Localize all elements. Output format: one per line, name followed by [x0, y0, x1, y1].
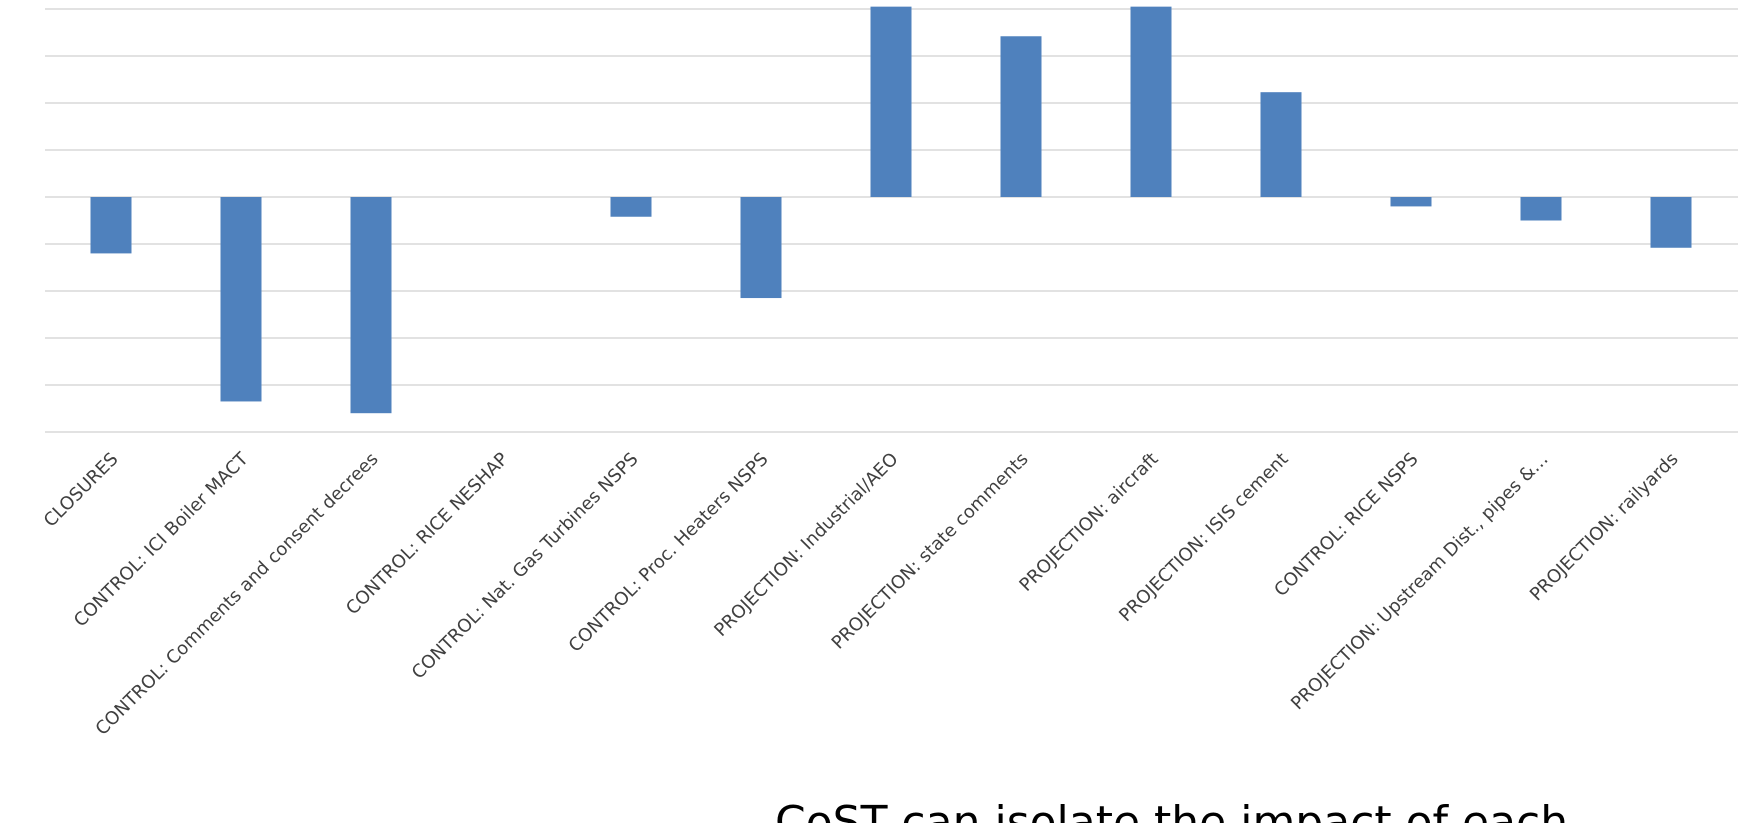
- bar-6: [740, 197, 782, 299]
- category-label-9: PROJECTION: aircraft: [1015, 449, 1162, 596]
- category-label-11: CONTROL: RICE NSPS: [1270, 449, 1422, 601]
- caption-text: CoST can isolate the impact of each: [775, 797, 1568, 823]
- bars: [90, 6, 1692, 414]
- category-label-12: PROJECTION: Upstream Dist., pipes &…: [1287, 449, 1552, 714]
- bar-12: [1520, 197, 1562, 221]
- bar-13: [1650, 197, 1692, 248]
- bar-7: [870, 6, 912, 198]
- category-label-1: CLOSURES: [40, 449, 123, 532]
- bar-5: [610, 197, 652, 217]
- bar-3: [350, 197, 392, 414]
- category-label-5: CONTROL: Nat. Gas Turbines NSPS: [408, 449, 643, 684]
- bar-1: [90, 197, 132, 254]
- bar-2: [220, 197, 262, 402]
- bar-9: [1130, 6, 1172, 198]
- bar-8: [1000, 36, 1042, 198]
- category-label-13: PROJECTION: railyards: [1526, 449, 1683, 606]
- bar-10: [1260, 92, 1302, 197]
- bar-11: [1390, 197, 1432, 207]
- category-label-3: CONTROL: Comments and consent decrees: [92, 449, 383, 740]
